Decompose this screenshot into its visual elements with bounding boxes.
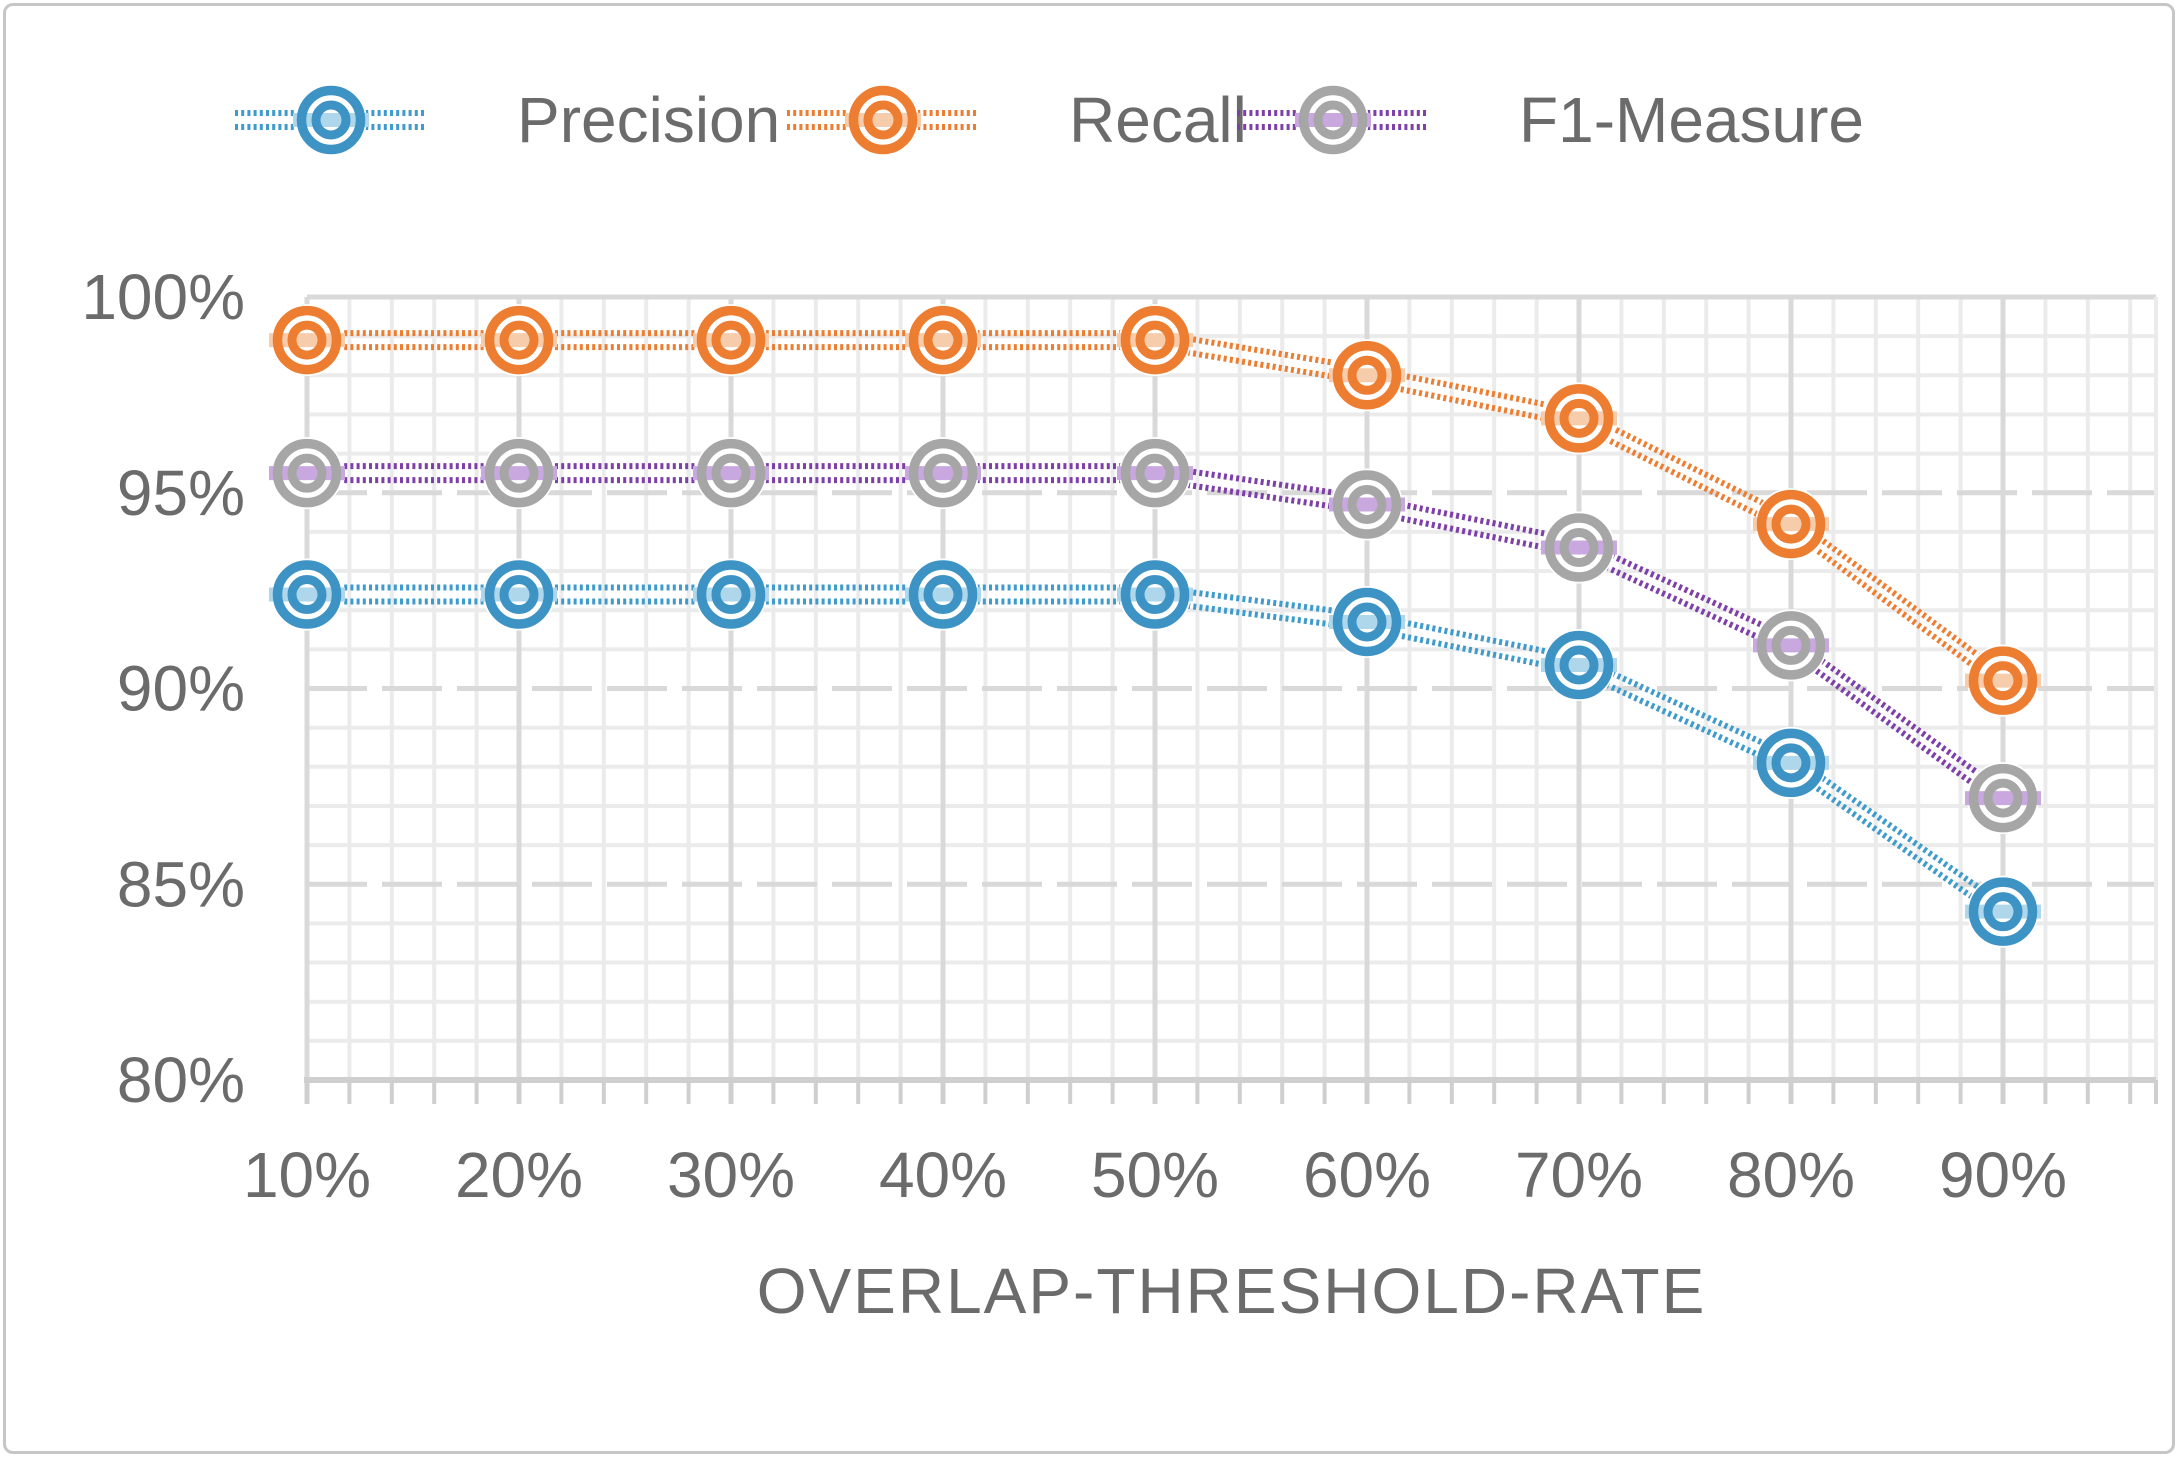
series-line-f1-measure bbox=[307, 477, 2005, 808]
data-point-marker bbox=[1117, 558, 1193, 631]
data-point-marker bbox=[481, 304, 557, 377]
x-axis-tick-label: 80% bbox=[1727, 1139, 1855, 1211]
series-recall bbox=[269, 304, 2041, 717]
legend-marker-f1-measure bbox=[1295, 84, 1371, 156]
data-point-marker bbox=[905, 437, 981, 510]
data-point-marker bbox=[1329, 468, 1405, 541]
x-axis-tick-label: 10% bbox=[243, 1139, 371, 1211]
data-point-marker bbox=[1117, 437, 1193, 510]
legend-label: F1-Measure bbox=[1519, 84, 1864, 156]
series-f1-measure bbox=[269, 437, 2041, 835]
data-point-marker bbox=[1753, 609, 1829, 682]
data-point-marker bbox=[1965, 762, 2041, 835]
series-line-precision bbox=[307, 598, 2005, 922]
x-axis-tick-label: 50% bbox=[1091, 1139, 1219, 1211]
gridlines bbox=[304, 294, 2158, 1104]
y-axis-tick-label: 85% bbox=[117, 848, 245, 920]
data-point-marker bbox=[481, 558, 557, 631]
data-point-marker bbox=[269, 558, 345, 631]
legend-marker-recall bbox=[845, 84, 921, 156]
y-axis-tick-label: 80% bbox=[117, 1044, 245, 1116]
x-axis-tick-label: 90% bbox=[1939, 1139, 2067, 1211]
x-axis-tick-label: 60% bbox=[1303, 1139, 1431, 1211]
data-point-marker bbox=[1117, 304, 1193, 377]
data-point-marker bbox=[481, 437, 557, 510]
data-point-marker bbox=[1329, 585, 1405, 658]
data-point-marker bbox=[1965, 644, 2041, 717]
legend-label: Precision bbox=[517, 84, 780, 156]
x-axis-tick-label: 20% bbox=[455, 1139, 583, 1211]
legend-item-recall: Recall bbox=[787, 84, 1247, 156]
data-point-marker bbox=[693, 558, 769, 631]
legend-label: Recall bbox=[1069, 84, 1247, 156]
data-point-marker bbox=[269, 437, 345, 510]
series-line-precision bbox=[307, 584, 2005, 908]
series-line-f1-measure bbox=[307, 463, 2005, 794]
legend-item-precision: Precision bbox=[235, 84, 780, 156]
data-point-marker bbox=[1541, 629, 1617, 702]
data-point-marker bbox=[1329, 339, 1405, 412]
y-axis-tick-label: 100% bbox=[81, 261, 245, 333]
data-point-marker bbox=[1965, 875, 2041, 948]
data-point-marker bbox=[693, 437, 769, 510]
x-axis-tick-label: 30% bbox=[667, 1139, 795, 1211]
data-point-marker bbox=[1541, 511, 1617, 584]
data-point-marker bbox=[905, 558, 981, 631]
x-axis-ticks bbox=[304, 1080, 2158, 1104]
data-point-marker bbox=[269, 304, 345, 377]
x-axis-title: OVERLAP-THRESHOLD-RATE bbox=[757, 1255, 1707, 1327]
x-axis-tick-label: 70% bbox=[1515, 1139, 1643, 1211]
data-point-marker bbox=[905, 304, 981, 377]
y-axis-tick-label: 95% bbox=[117, 457, 245, 529]
y-axis-tick-label: 90% bbox=[117, 653, 245, 725]
x-axis-tick-label: 40% bbox=[879, 1139, 1007, 1211]
data-point-marker bbox=[1753, 488, 1829, 561]
legend-item-f1-measure: F1-Measure bbox=[1237, 84, 1864, 156]
legend: Precision Recall F1-Measure bbox=[235, 84, 1864, 156]
legend-marker-precision bbox=[293, 84, 369, 156]
data-point-marker bbox=[693, 304, 769, 377]
series-precision bbox=[269, 558, 2041, 948]
data-point-marker bbox=[1541, 382, 1617, 455]
data-point-marker bbox=[1753, 726, 1829, 799]
